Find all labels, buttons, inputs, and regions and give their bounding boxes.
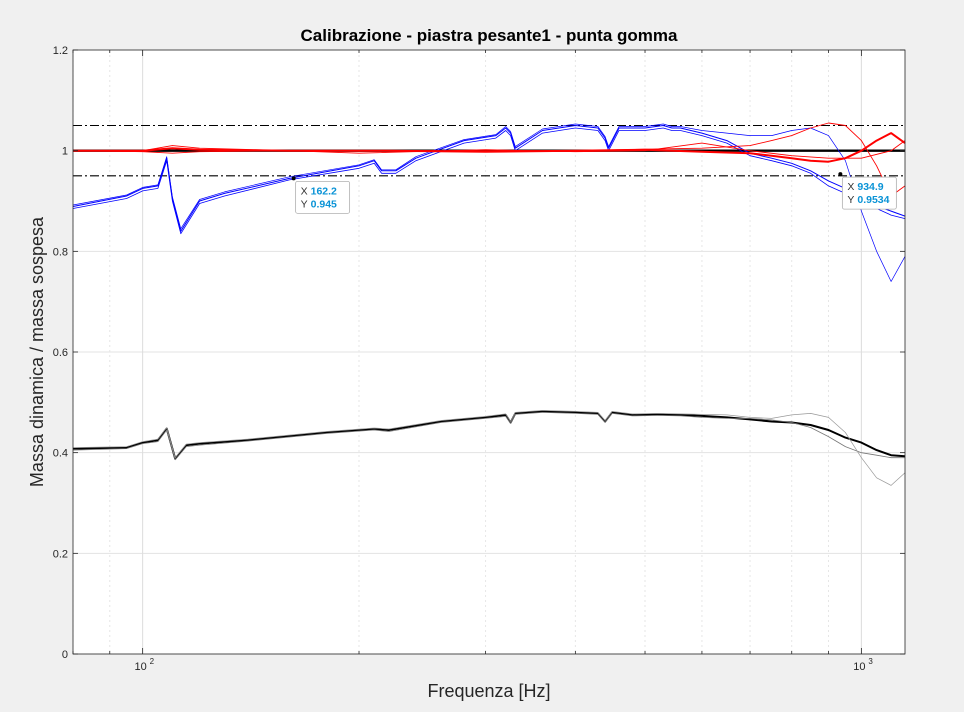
y-tick-label: 0.8 <box>53 246 68 258</box>
y-tick-label: 0.6 <box>53 347 68 359</box>
series-line <box>72 123 906 282</box>
datatip[interactable]: X 162.2Y 0.945 <box>291 176 351 214</box>
series-line <box>72 140 906 159</box>
x-axis-label: Frequenza [Hz] <box>427 681 550 701</box>
datatip-marker <box>838 172 843 177</box>
datatip-y-value: 0.9534 <box>857 194 889 206</box>
x-tick-label: 10 <box>853 661 865 673</box>
datatip-box <box>295 180 351 214</box>
datatip-y-value: 0.945 <box>311 198 337 210</box>
x-tick-exponent: 3 <box>868 657 873 666</box>
y-tick-label: 0.2 <box>53 548 68 560</box>
series-line <box>72 410 906 460</box>
series-line <box>72 410 906 486</box>
y-tick-label: 0.4 <box>53 448 68 460</box>
y-tick-label: 1.2 <box>53 45 68 57</box>
datatip-box <box>841 176 897 210</box>
datatip-x-value: 934.9 <box>857 181 883 193</box>
datatip-y-label: Y <box>847 194 854 206</box>
y-tick-label: 1 <box>62 146 68 158</box>
datatip[interactable]: X 934.9Y 0.9534 <box>838 172 897 210</box>
datatip-x-label: X <box>301 185 308 197</box>
series-line <box>72 125 906 232</box>
series-line <box>73 132 906 163</box>
series-line <box>72 127 906 235</box>
x-tick-label: 10 <box>135 661 147 673</box>
datatip-marker <box>291 176 296 181</box>
x-tick-exponent: 2 <box>150 657 155 666</box>
series-line <box>72 411 905 461</box>
series-layer <box>72 122 906 486</box>
datatip-x-label: X <box>847 181 854 193</box>
y-axis-label: Massa dinamica / massa sospesa <box>27 216 47 487</box>
chart-title: Calibrazione - piastra pesante1 - punta … <box>301 26 678 45</box>
datatip-y-label: Y <box>301 198 308 210</box>
datatip-x-value: 162.2 <box>311 185 337 197</box>
axis-ticks: 00.20.40.60.811.210 2 10 3 <box>53 45 905 673</box>
y-tick-label: 0 <box>62 649 68 661</box>
